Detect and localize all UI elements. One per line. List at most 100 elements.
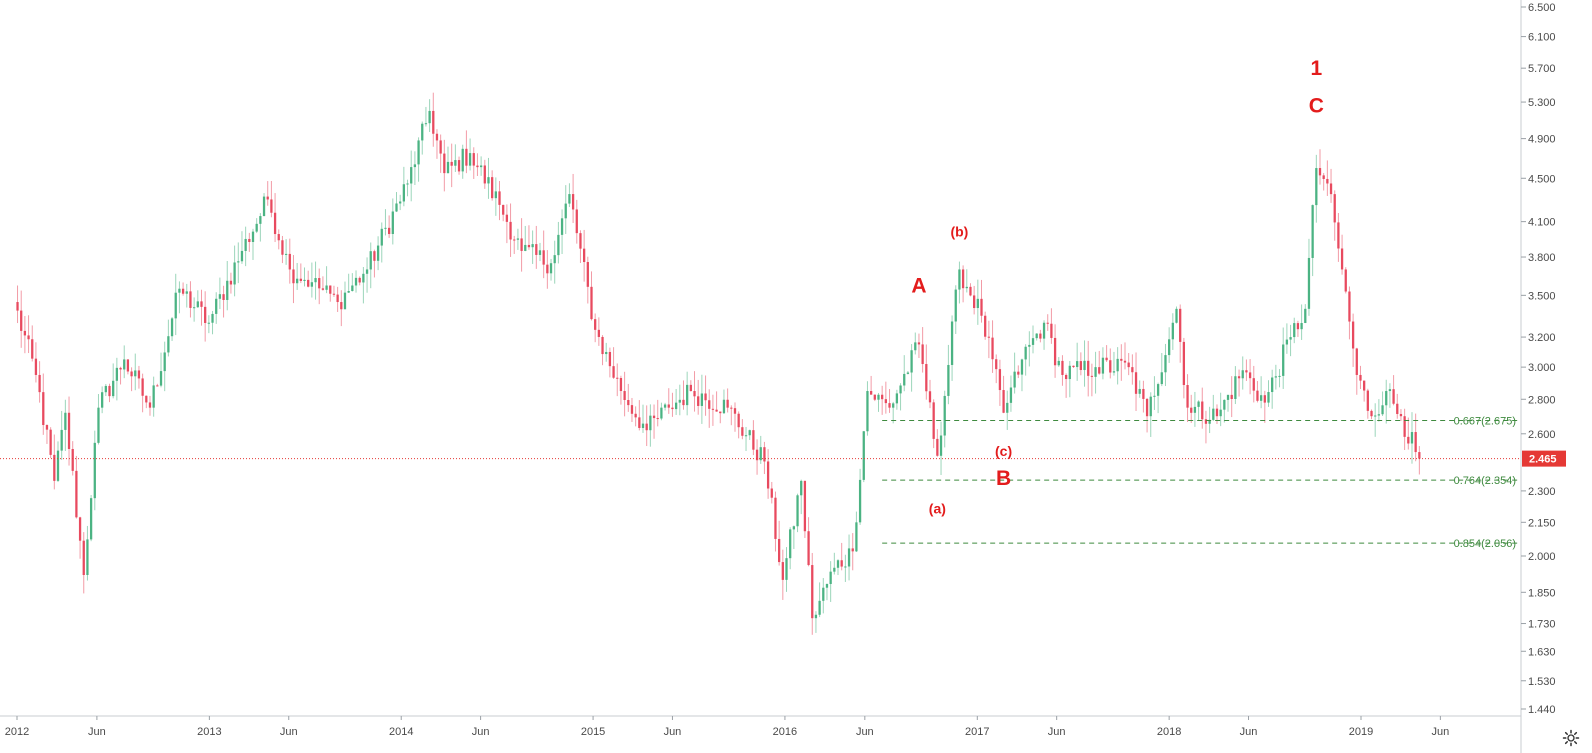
candle[interactable] <box>1311 204 1314 277</box>
candle[interactable] <box>332 285 336 297</box>
candle[interactable] <box>487 157 490 199</box>
candlestick-series[interactable] <box>16 92 1421 635</box>
candle[interactable] <box>822 578 825 614</box>
candle[interactable] <box>251 228 255 260</box>
candle[interactable] <box>1087 340 1090 397</box>
candle[interactable] <box>704 375 707 416</box>
candle[interactable] <box>163 341 166 392</box>
candle[interactable] <box>1366 388 1369 419</box>
candle[interactable] <box>612 347 615 379</box>
candle[interactable] <box>803 480 807 538</box>
candle[interactable] <box>498 181 501 221</box>
candle[interactable] <box>987 320 991 359</box>
candle[interactable] <box>844 554 847 582</box>
candle[interactable] <box>616 363 619 397</box>
candle[interactable] <box>1160 353 1163 387</box>
candle[interactable] <box>829 561 832 602</box>
candle[interactable] <box>774 491 777 552</box>
candle[interactable] <box>766 449 770 499</box>
candle[interactable] <box>296 263 299 290</box>
settings-gear-icon[interactable] <box>1560 727 1582 749</box>
candle[interactable] <box>950 315 954 381</box>
candle[interactable] <box>1307 238 1311 316</box>
candle[interactable] <box>369 242 372 289</box>
candle[interactable] <box>1374 403 1377 437</box>
candle[interactable] <box>1083 340 1086 387</box>
candle[interactable] <box>56 441 60 483</box>
candle[interactable] <box>667 388 670 414</box>
candle[interactable] <box>560 209 564 255</box>
candle[interactable] <box>1285 323 1289 354</box>
candle[interactable] <box>995 354 998 384</box>
candle[interactable] <box>391 198 394 245</box>
candle[interactable] <box>273 193 277 243</box>
candle[interactable] <box>1175 306 1178 324</box>
candle[interactable] <box>126 359 130 375</box>
candle[interactable] <box>1326 160 1329 196</box>
time-axis[interactable]: 2012 Jun 2013 Jun 2014 Jun 2015 Jun 2016 Jun 2017 J… <box>5 716 1449 738</box>
candle[interactable] <box>299 263 302 284</box>
candle[interactable] <box>741 419 744 440</box>
candle[interactable] <box>340 290 343 327</box>
candle[interactable] <box>571 173 575 224</box>
candle[interactable] <box>825 583 829 601</box>
candle[interactable] <box>1322 172 1325 191</box>
candle[interactable] <box>123 345 126 379</box>
candle[interactable] <box>538 242 542 262</box>
candle[interactable] <box>262 193 266 217</box>
candle[interactable] <box>833 552 836 575</box>
candle[interactable] <box>917 333 921 358</box>
candle[interactable] <box>520 218 523 272</box>
candle[interactable] <box>1006 390 1009 430</box>
candle[interactable] <box>965 269 968 293</box>
candle[interactable] <box>266 181 269 206</box>
candle[interactable] <box>818 582 821 618</box>
candle[interactable] <box>866 381 869 436</box>
candle[interactable] <box>836 559 840 576</box>
candle[interactable] <box>1293 317 1296 344</box>
candle[interactable] <box>641 404 645 433</box>
candle[interactable] <box>1407 417 1410 450</box>
candle[interactable] <box>1204 410 1208 444</box>
candle[interactable] <box>421 121 424 155</box>
candle[interactable] <box>748 429 751 440</box>
candle[interactable] <box>27 315 30 354</box>
candle[interactable] <box>78 516 82 559</box>
candle[interactable] <box>277 229 280 250</box>
candle[interactable] <box>108 383 111 403</box>
candle[interactable] <box>1127 353 1130 376</box>
candle[interactable] <box>660 402 663 421</box>
candle[interactable] <box>851 533 854 571</box>
candle[interactable] <box>310 262 314 298</box>
candle[interactable] <box>170 317 174 341</box>
candle[interactable] <box>192 297 196 322</box>
candle[interactable] <box>483 159 486 189</box>
candle[interactable] <box>329 285 332 302</box>
candle[interactable] <box>1237 369 1241 397</box>
candle[interactable] <box>112 363 115 399</box>
candle[interactable] <box>914 332 917 355</box>
candle[interactable] <box>737 411 740 439</box>
candle[interactable] <box>1013 352 1016 394</box>
candle[interactable] <box>719 411 722 424</box>
candle[interactable] <box>354 270 358 293</box>
candle[interactable] <box>1050 308 1053 344</box>
candle[interactable] <box>343 281 347 310</box>
candle[interactable] <box>204 291 207 342</box>
candle[interactable] <box>634 406 637 427</box>
candle[interactable] <box>910 344 913 392</box>
candle[interactable] <box>38 361 41 403</box>
candle[interactable] <box>516 228 520 250</box>
candle[interactable] <box>936 429 939 457</box>
candle[interactable] <box>730 405 733 426</box>
candle[interactable] <box>1399 409 1403 421</box>
candle[interactable] <box>796 493 799 533</box>
candle[interactable] <box>601 335 604 366</box>
candle[interactable] <box>1109 348 1112 379</box>
candle[interactable] <box>811 552 814 635</box>
candle[interactable] <box>759 435 762 464</box>
candle[interactable] <box>1009 375 1013 412</box>
candle[interactable] <box>1179 304 1182 363</box>
candle[interactable] <box>159 352 163 388</box>
candle[interactable] <box>1053 324 1057 378</box>
